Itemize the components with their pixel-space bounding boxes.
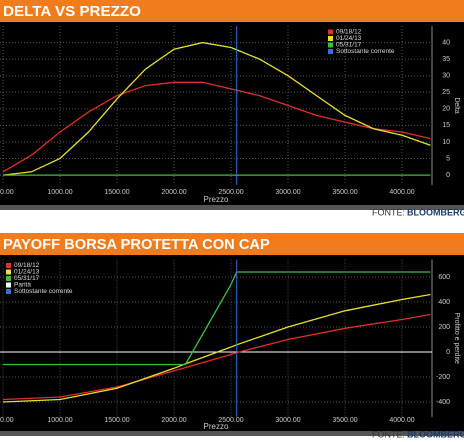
chart-title: PAYOFF BORSA PROTETTA CON CAP <box>3 236 270 253</box>
y-axis-title: Delta <box>453 97 460 113</box>
source-name: BLOOMBERG <box>407 207 464 217</box>
legend-swatch <box>6 263 11 268</box>
footer-bar <box>0 431 464 436</box>
x-tick-label: 2500.00 <box>218 189 243 196</box>
y-axis-title: Profitto e perdite <box>453 313 460 364</box>
x-tick-label: 500.00 <box>0 417 14 424</box>
legend-swatch <box>6 276 11 281</box>
y-tick-label: -200 <box>436 374 450 381</box>
legend-label: 09/18/12 <box>336 29 362 36</box>
y-tick-label: 35 <box>442 56 450 63</box>
y-tick-label: 400 <box>438 299 450 306</box>
series-line <box>2 313 431 401</box>
x-tick-label: 3000.00 <box>275 417 300 424</box>
legend-label: 09/18/12 <box>14 262 40 269</box>
x-tick-label: 2000.00 <box>161 189 186 196</box>
series-line <box>3 271 431 366</box>
legend-label: Sottostante corrente <box>14 288 73 295</box>
y-tick-label: 25 <box>442 89 450 96</box>
legend-swatch <box>328 36 333 41</box>
x-axis-title: Prezzo <box>204 195 229 204</box>
x-tick-label: 1000.00 <box>47 189 72 196</box>
series-line <box>2 81 431 173</box>
x-tick-label: 1500.00 <box>104 189 129 196</box>
series-line <box>2 41 431 176</box>
source-label: FONTE: <box>372 207 405 217</box>
source-name: BLOOMBERG <box>407 429 464 439</box>
x-tick-label: 1000.00 <box>47 417 72 424</box>
x-tick-label: 1500.00 <box>104 417 129 424</box>
x-tick-label: 3500.00 <box>332 417 357 424</box>
legend-swatch <box>328 29 333 35</box>
y-tick-label: 40 <box>442 39 450 46</box>
y-tick-label: 20 <box>442 106 450 113</box>
legend-label: Sottostante corrente <box>336 48 395 55</box>
y-tick-label: 0 <box>446 349 450 356</box>
y-tick-label: 10 <box>442 139 450 146</box>
x-tick-label: 2500.00 <box>218 417 243 424</box>
x-tick-label: 4000.00 <box>389 189 414 196</box>
series-line <box>2 293 431 403</box>
legend-swatch <box>6 269 11 275</box>
legend-swatch <box>6 282 11 288</box>
legend-swatch <box>6 289 11 294</box>
chart-title: DELTA VS PREZZO <box>3 3 141 20</box>
y-tick-label: 15 <box>442 122 450 129</box>
y-tick-label: 5 <box>446 155 450 162</box>
y-tick-label: 0 <box>446 172 450 179</box>
header-bar <box>0 0 464 22</box>
y-tick-label: 30 <box>442 73 450 80</box>
x-axis-title: Prezzo <box>204 422 229 431</box>
legend-swatch <box>328 42 333 48</box>
y-tick-label: -400 <box>436 399 450 406</box>
y-tick-label: 600 <box>438 274 450 281</box>
legend-label: 05/31/17 <box>14 275 40 282</box>
x-tick-label: 500.00 <box>0 189 14 196</box>
source-label: FONTE: <box>372 429 405 439</box>
y-tick-label: 200 <box>438 324 450 331</box>
legend-label: 01/24/13 <box>14 269 40 276</box>
x-tick-label: 4000.00 <box>389 417 414 424</box>
legend-label: 01/24/13 <box>336 35 362 42</box>
x-tick-label: 3500.00 <box>332 189 357 196</box>
legend-swatch <box>328 49 333 54</box>
legend-label: 05/31/17 <box>336 42 362 49</box>
x-tick-label: 3000.00 <box>275 189 300 196</box>
legend-label: Parità <box>14 282 31 289</box>
footer-bar <box>0 205 464 210</box>
x-tick-label: 2000.00 <box>161 417 186 424</box>
header-bar <box>0 233 464 255</box>
